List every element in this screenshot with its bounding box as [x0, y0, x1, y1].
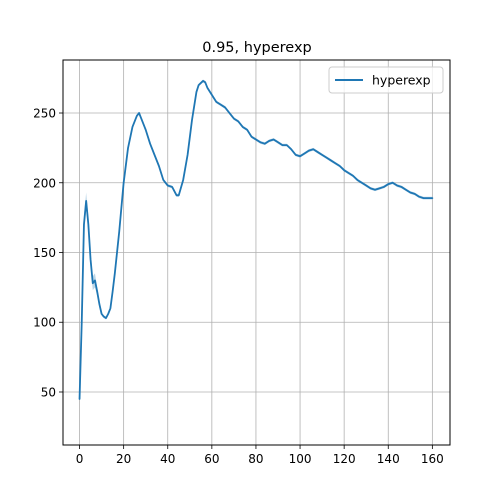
x-tick-label: 60: [204, 452, 219, 466]
x-tick-label: 160: [421, 452, 444, 466]
y-tick-label: 50: [41, 385, 56, 399]
y-tick-label: 100: [33, 316, 56, 330]
y-tick-label: 150: [33, 246, 56, 260]
grid: [63, 60, 450, 445]
legend: hyperexp: [328, 66, 444, 94]
x-tick-label: 0: [76, 452, 84, 466]
x-tick-label: 80: [248, 452, 263, 466]
x-tick-label: 140: [377, 452, 400, 466]
series-line-layer: [78, 80, 434, 400]
x-tick-label: 100: [289, 452, 312, 466]
chart-title: 0.95, hyperexp: [202, 40, 312, 56]
legend-label-hyperexp: hyperexp: [372, 73, 431, 88]
x-tick-label: 20: [116, 452, 131, 466]
x-axis-ticks: 0 20 40 60 80 100 120 140 160: [76, 445, 444, 466]
legend-box: [328, 66, 444, 94]
y-tick-label: 200: [33, 176, 56, 190]
x-tick-label: 40: [160, 452, 175, 466]
x-tick-label: 120: [333, 452, 356, 466]
y-axis-ticks: 50 100 150 200 250: [33, 107, 63, 399]
y-tick-label: 250: [33, 107, 56, 121]
series-line-hyperexp: [78, 80, 434, 400]
